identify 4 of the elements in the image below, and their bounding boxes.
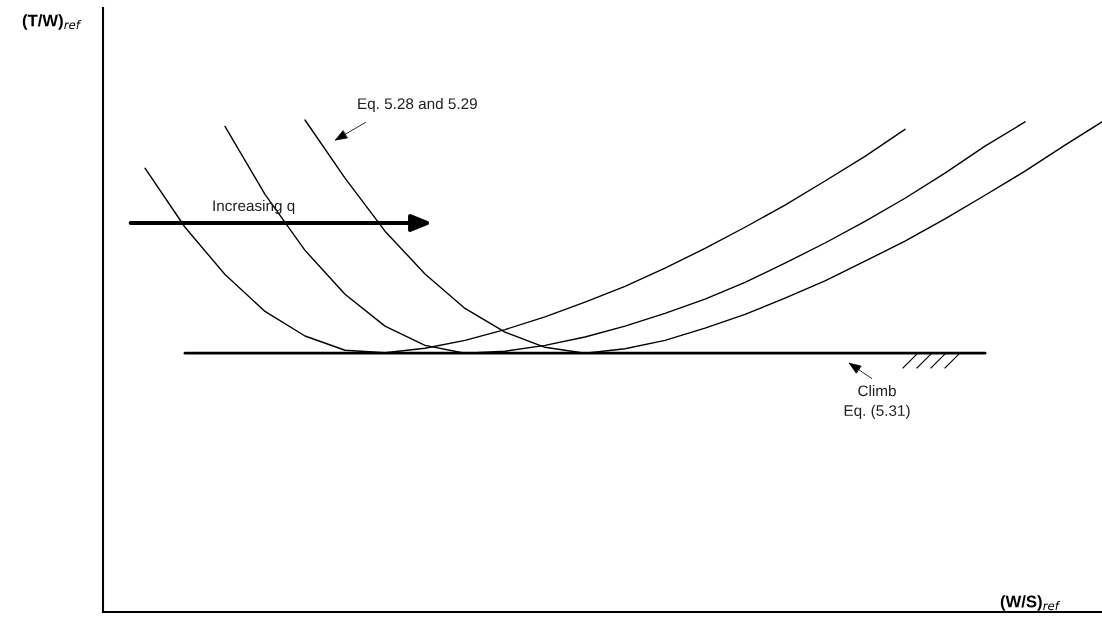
x-axis-title: (W/S)$_{ref}$ xyxy=(1000,595,1061,611)
text: (T/W)$_{ref}$ xyxy=(22,14,82,30)
annotation: Climb Eq. (5.31) xyxy=(844,384,910,420)
text: Eq. 5.28 and 5.29 xyxy=(358,97,477,113)
